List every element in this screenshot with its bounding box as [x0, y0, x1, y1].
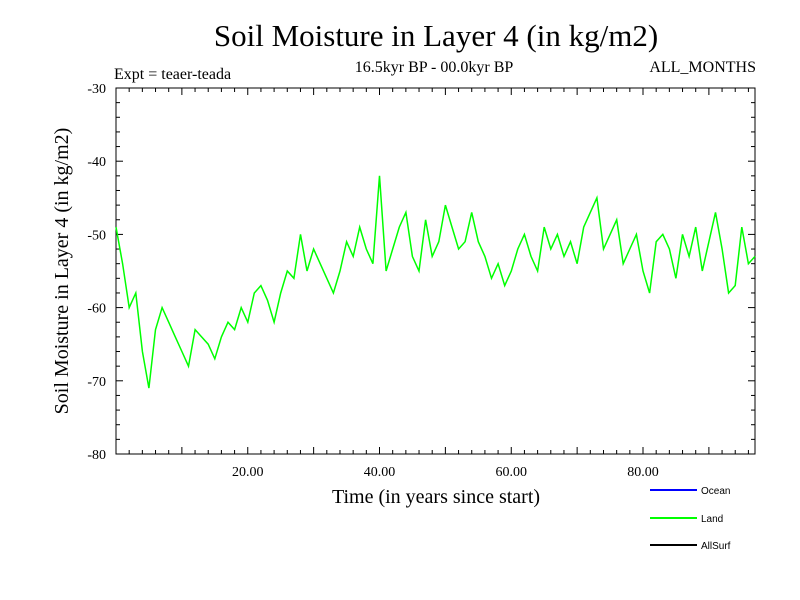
legend: Ocean Land AllSurf — [650, 486, 731, 552]
legend-label: Land — [701, 514, 723, 525]
y-tick-label: -60 — [87, 302, 106, 317]
plot-frame — [115, 87, 756, 455]
y-tick-label: -30 — [87, 82, 106, 97]
x-tick-label: 80.00 — [627, 465, 659, 480]
x-tick-label: 60.00 — [496, 465, 528, 480]
series-line-land — [115, 175, 756, 389]
legend-label: Ocean — [701, 486, 730, 497]
legend-label: AllSurf — [701, 541, 731, 552]
y-axis-ticks: -80 -70 -60 -50 -40 -30 — [87, 82, 755, 463]
x-tick-label: 20.00 — [232, 465, 264, 480]
y-tick-label: -50 — [87, 228, 106, 243]
x-tick-label: 40.00 — [364, 465, 396, 480]
x-axis-label: Time (in years since start) — [332, 486, 540, 508]
period-label: 16.5kyr BP - 00.0kyr BP — [355, 59, 514, 76]
experiment-label: Expt = teaer-teada — [114, 66, 231, 83]
x-axis-ticks: 20.00 40.00 60.00 80.00 — [115, 88, 749, 480]
y-tick-label: -70 — [87, 375, 106, 390]
months-label: ALL_MONTHS — [649, 59, 756, 76]
y-axis-label: Soil Moisture in Layer 4 (in kg/m2) — [51, 128, 73, 415]
y-tick-label: -40 — [87, 155, 106, 170]
y-tick-label: -80 — [87, 448, 106, 463]
chart-title: Soil Moisture in Layer 4 (in kg/m2) — [214, 18, 658, 53]
